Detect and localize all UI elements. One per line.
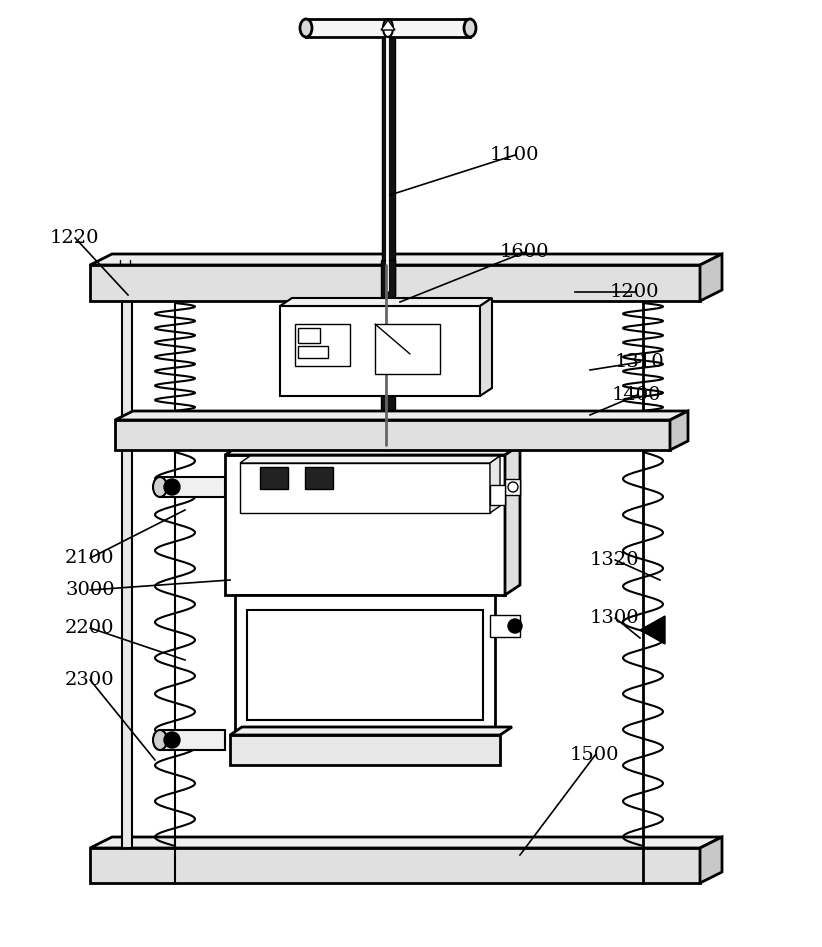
Bar — [247, 610, 483, 720]
Text: 1100: 1100 — [490, 146, 539, 164]
Polygon shape — [700, 254, 722, 301]
Text: 1300: 1300 — [590, 609, 640, 627]
Polygon shape — [90, 254, 722, 265]
Bar — [235, 595, 495, 735]
Bar — [260, 467, 288, 489]
Polygon shape — [90, 848, 700, 883]
Polygon shape — [240, 456, 500, 463]
Bar — [225, 455, 505, 595]
Bar — [122, 301, 132, 848]
Text: 2300: 2300 — [65, 671, 114, 689]
Text: 1320: 1320 — [590, 551, 640, 569]
Polygon shape — [115, 420, 670, 450]
Text: 1600: 1600 — [500, 243, 549, 261]
Polygon shape — [700, 837, 722, 883]
Circle shape — [508, 482, 518, 492]
Text: 1200: 1200 — [610, 283, 659, 301]
Polygon shape — [230, 727, 512, 735]
Ellipse shape — [153, 477, 167, 497]
Polygon shape — [505, 445, 520, 595]
Polygon shape — [640, 616, 665, 644]
Ellipse shape — [153, 730, 167, 750]
Bar — [280, 306, 480, 396]
Polygon shape — [90, 837, 722, 848]
Polygon shape — [306, 19, 470, 37]
Circle shape — [164, 479, 180, 495]
Bar — [160, 730, 225, 750]
Ellipse shape — [300, 19, 312, 37]
Polygon shape — [90, 265, 700, 301]
Text: 2100: 2100 — [65, 549, 114, 567]
Text: 1400: 1400 — [612, 386, 662, 404]
Polygon shape — [115, 411, 688, 420]
Bar — [505, 479, 520, 495]
Polygon shape — [381, 20, 395, 30]
Bar — [305, 467, 333, 489]
Text: 2200: 2200 — [65, 619, 114, 637]
Circle shape — [164, 732, 180, 748]
Bar — [160, 477, 225, 497]
Ellipse shape — [383, 19, 393, 37]
Text: 1220: 1220 — [50, 229, 99, 247]
Text: 3000: 3000 — [65, 581, 114, 599]
Polygon shape — [480, 298, 492, 396]
Ellipse shape — [464, 19, 476, 37]
Bar — [240, 463, 490, 513]
Polygon shape — [225, 445, 520, 455]
Circle shape — [508, 619, 522, 633]
Bar — [298, 346, 328, 358]
Bar — [375, 324, 440, 374]
Polygon shape — [670, 411, 688, 450]
Text: 1310: 1310 — [615, 353, 665, 371]
Polygon shape — [280, 298, 492, 306]
Bar — [381, 260, 395, 450]
Bar — [230, 735, 500, 765]
Polygon shape — [490, 456, 500, 513]
Bar — [490, 615, 520, 637]
Text: 1500: 1500 — [570, 746, 620, 764]
Bar — [295, 324, 350, 366]
Bar — [298, 328, 320, 343]
Bar — [382, 28, 395, 295]
Bar — [490, 485, 505, 505]
